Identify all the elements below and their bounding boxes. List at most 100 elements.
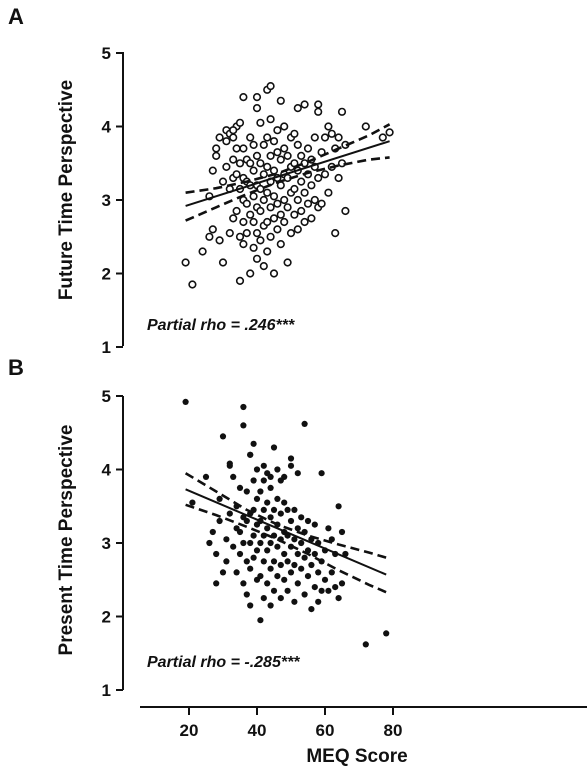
data-point [240,539,247,547]
data-point [256,206,265,216]
data-point [280,195,289,205]
data-point [230,473,237,480]
data-point [252,92,262,102]
data-point [235,159,245,168]
data-point [260,462,267,469]
ci-lower-line [185,503,387,594]
data-point [297,206,306,216]
data-point [239,92,248,102]
x-tick-label: 20 [180,721,199,740]
data-point [212,144,221,153]
y-tick-label-b: 4 [102,461,112,480]
x-tick-label: 60 [316,721,335,740]
panel-letter-a: A [8,4,24,29]
regression-lines-a [185,123,391,222]
data-point [341,206,350,216]
data-point [264,525,271,532]
data-point [259,262,268,271]
data-point [206,539,213,547]
data-point [293,195,302,205]
data-point [263,133,272,142]
data-point [273,126,282,135]
data-point [232,144,241,153]
data-point [314,107,323,116]
data-point [290,210,299,219]
data-point [243,517,250,525]
data-point [301,420,308,427]
data-point [242,199,251,208]
data-point [337,107,347,116]
data-point [243,488,250,495]
data-point [270,444,278,451]
data-point [315,569,322,576]
ci-upper-line [184,472,387,559]
data-point [257,573,264,580]
data-point [223,558,230,565]
data-point [334,133,343,142]
data-point [383,630,390,637]
data-point [269,192,279,201]
data-point [308,561,315,569]
data-point [335,595,342,602]
data-point [318,587,325,594]
data-point [263,217,272,227]
data-point [287,455,295,462]
data-point [229,133,238,142]
data-point [277,561,284,569]
data-point [286,229,296,238]
x-ticks: 20 40 60 80 [180,707,402,740]
data-point [247,451,254,458]
data-point [311,584,318,591]
data-point [281,499,288,506]
data-point [266,115,275,124]
data-point [266,81,275,91]
data-point [250,477,257,484]
data-point [362,641,369,648]
points-a [181,81,394,289]
data-point [320,170,330,179]
data-point [293,140,302,149]
data-point [328,569,335,576]
data-point [246,269,255,278]
data-point [308,606,315,613]
data-point [249,192,258,201]
data-point [242,229,251,238]
data-point [335,503,342,510]
data-point [283,203,292,212]
data-point [267,473,274,480]
y-tick-label-b: 1 [102,681,111,700]
data-point [291,506,298,513]
panel-letter-b: B [8,355,24,380]
x-tick-label: 40 [248,721,267,740]
data-point [276,96,285,105]
y-tick-label-b: 2 [102,608,111,627]
data-point [257,488,264,495]
data-point [315,598,322,605]
data-point [249,140,258,149]
data-point [331,229,340,238]
data-point [219,569,227,576]
data-point [267,514,274,521]
data-point [318,470,325,477]
data-point [218,177,228,186]
data-point [247,539,254,547]
data-point [269,137,279,146]
data-point [233,569,240,576]
data-point [284,506,291,513]
data-point [280,217,289,227]
data-point [297,151,306,160]
data-point [314,100,323,109]
data-point [274,573,281,580]
data-point [294,470,301,477]
data-point [235,276,245,286]
data-point [311,550,318,558]
y-tick-label-b: 3 [102,534,111,553]
data-point [219,433,227,440]
data-point [270,587,278,594]
data-point [290,184,299,194]
data-point [213,580,220,587]
data-point [280,144,289,153]
data-point [269,269,279,278]
data-point [246,159,255,168]
